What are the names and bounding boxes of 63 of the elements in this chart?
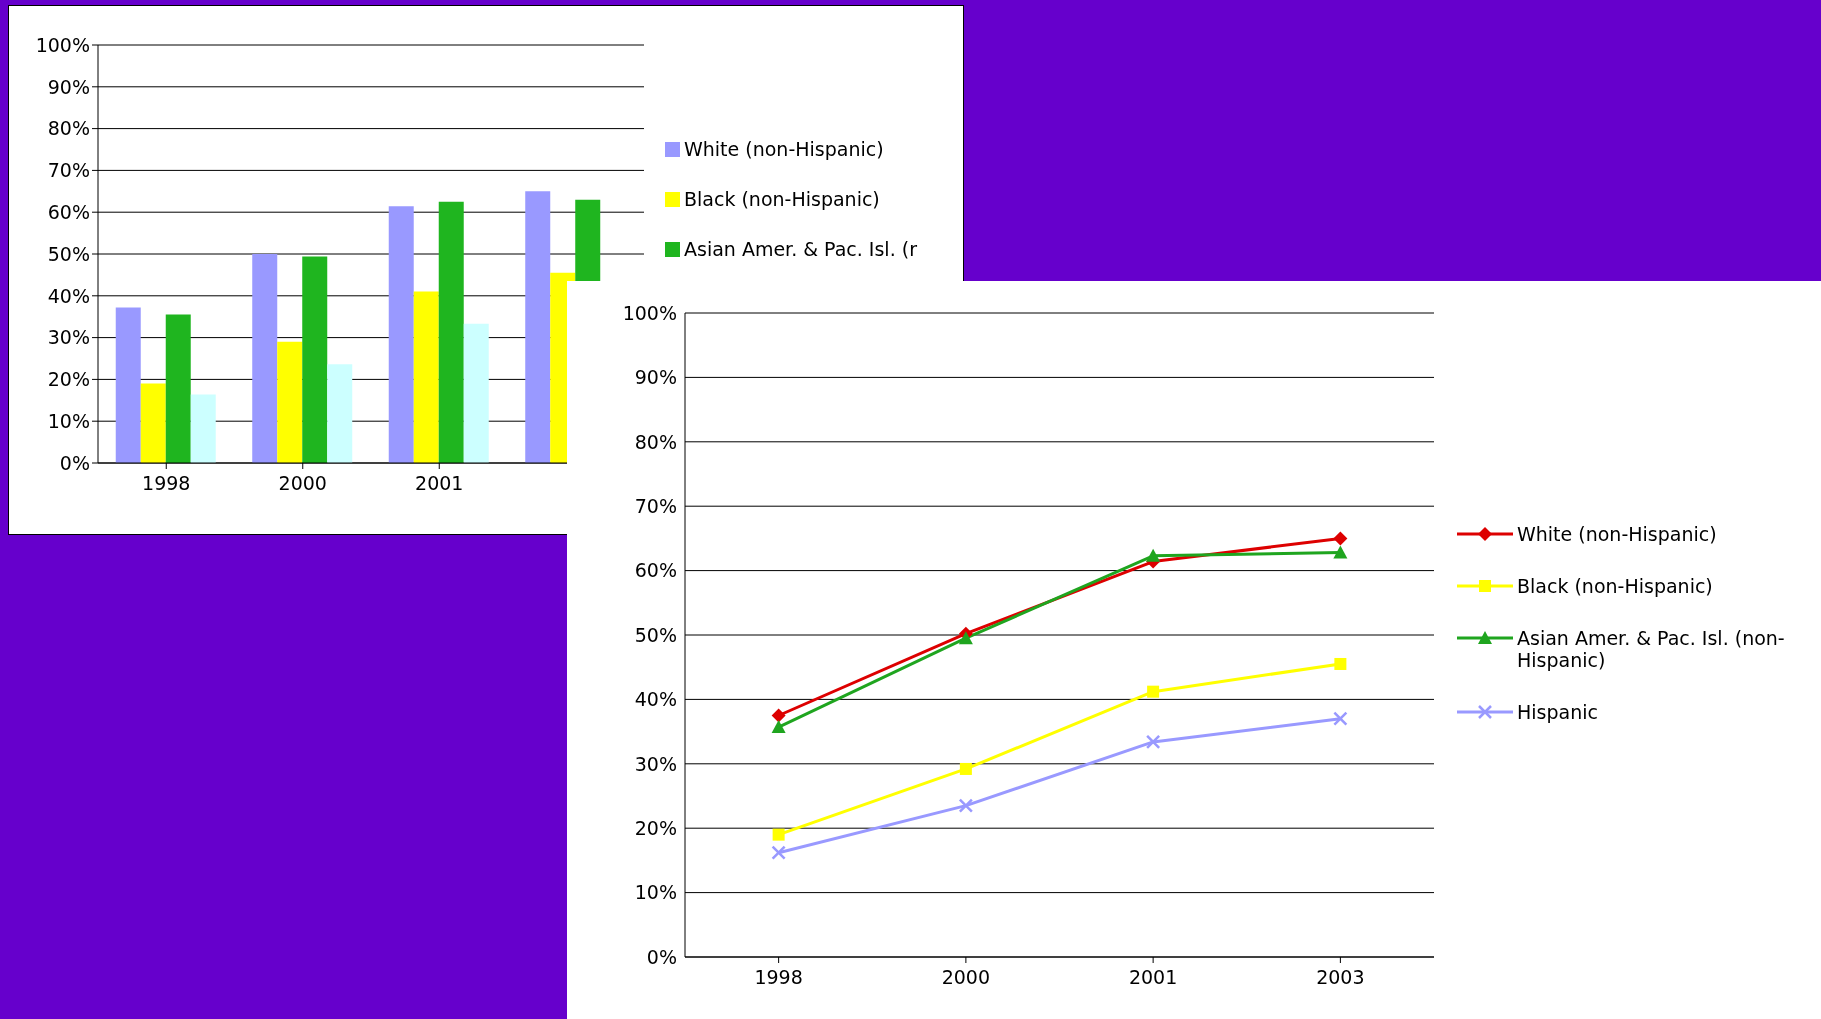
point (1333, 531, 1348, 546)
bar (463, 323, 489, 463)
y-tick-label: 30% (47, 326, 90, 349)
y-tick-label: 90% (634, 366, 677, 389)
y-tick-label: 70% (47, 159, 90, 182)
x-tick-label: 1998 (754, 966, 803, 989)
point (958, 631, 973, 645)
point (1334, 657, 1347, 670)
point (1333, 711, 1348, 726)
bar (140, 383, 166, 463)
y-tick-label: 80% (47, 117, 90, 140)
y-tick-label: 20% (634, 816, 677, 839)
y-tick-label: 70% (634, 494, 677, 517)
x-tick-label: 2001 (1128, 966, 1178, 989)
bar (327, 364, 353, 463)
y-tick-label: 100% (622, 301, 677, 324)
y-tick-label: 100% (35, 33, 90, 56)
legend-label: Asian Amer. & Pac. Isl. (non-Hispanic) (1517, 627, 1786, 671)
legend-label: Black (non-Hispanic) (684, 188, 880, 210)
y-tick-label: 80% (634, 430, 677, 453)
x-tick-label: 2000 (278, 472, 327, 495)
point (771, 720, 786, 734)
bar (388, 206, 414, 463)
bar (438, 201, 464, 463)
point (1145, 734, 1161, 750)
y-tick-label: 50% (47, 242, 90, 265)
y-tick-label: 10% (634, 881, 677, 904)
point (1146, 548, 1161, 562)
bar (525, 191, 551, 463)
y-tick-label: 60% (47, 200, 90, 223)
x-tick-label: 2003 (1316, 966, 1365, 989)
bar (277, 341, 303, 463)
y-tick-label: 40% (47, 284, 90, 307)
y-tick-label: 10% (47, 409, 90, 432)
x-tick-label: 2001 (415, 472, 464, 495)
bar (165, 314, 191, 463)
bar (252, 254, 278, 463)
y-tick-label: 20% (47, 368, 90, 391)
y-tick-label: 0% (646, 945, 677, 968)
x-tick-label: 2000 (941, 966, 991, 989)
y-tick-label: 50% (634, 623, 677, 646)
point (1147, 685, 1160, 698)
legend-label: Hispanic (1517, 701, 1598, 723)
legend-label: White (non-Hispanic) (1517, 523, 1717, 545)
bar (115, 307, 141, 463)
bar (302, 256, 328, 463)
bar (190, 394, 216, 463)
point (1333, 545, 1348, 559)
bar (413, 291, 439, 463)
y-tick-label: 60% (634, 559, 677, 582)
point (959, 762, 972, 775)
y-tick-label: 0% (59, 451, 90, 474)
legend-label: Asian Amer. & Pac. Isl. (r (684, 238, 917, 260)
point (771, 708, 786, 723)
y-tick-label: 90% (47, 75, 90, 98)
point (772, 828, 785, 841)
x-tick-label: 1998 (142, 472, 191, 495)
point (958, 798, 974, 813)
y-tick-label: 30% (634, 752, 677, 775)
point (771, 845, 786, 860)
legend-label: White (non-Hispanic) (684, 138, 884, 160)
y-tick-label: 40% (634, 688, 677, 711)
legend-label: Black (non-Hispanic) (1517, 575, 1713, 597)
